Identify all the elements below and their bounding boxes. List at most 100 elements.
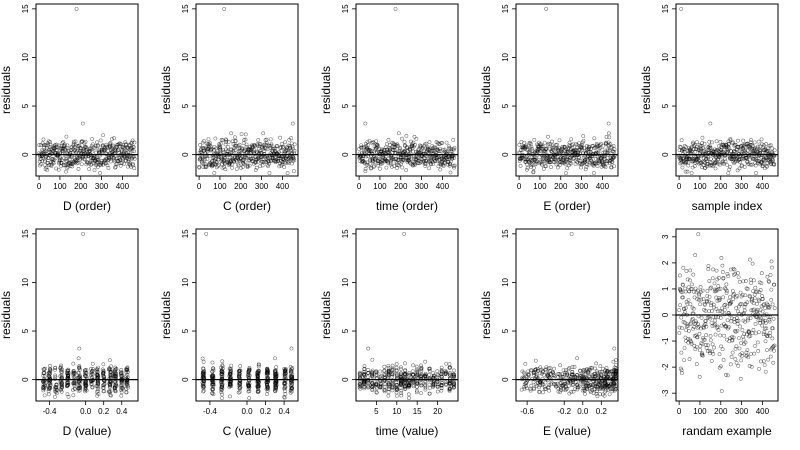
data-point <box>423 374 427 378</box>
data-point <box>517 142 522 147</box>
data-point <box>700 353 705 358</box>
data-point <box>386 156 390 161</box>
data-point <box>431 384 436 389</box>
data-point <box>399 161 403 166</box>
data-point <box>594 161 599 166</box>
data-point <box>531 370 536 375</box>
data-point <box>382 374 387 379</box>
data-point <box>692 289 696 294</box>
x-tick-label: 100 <box>693 182 707 191</box>
data-point <box>370 371 374 376</box>
data-point <box>236 163 241 168</box>
data-point <box>686 160 691 165</box>
data-point <box>407 371 412 375</box>
data-point <box>558 363 563 368</box>
data-point <box>226 144 230 149</box>
data-point <box>229 382 233 387</box>
data-point <box>677 325 682 330</box>
x-tick-label: 200 <box>554 182 568 191</box>
data-point <box>220 384 225 389</box>
data-point <box>694 145 699 150</box>
data-point <box>708 316 712 321</box>
data-point <box>378 369 383 374</box>
data-point <box>41 371 46 376</box>
data-point <box>697 331 702 336</box>
data-point <box>688 302 693 307</box>
data-point <box>228 367 232 372</box>
data-point <box>765 333 770 338</box>
data-point <box>566 163 571 168</box>
data-point <box>724 291 729 295</box>
y-tick-label: 15 <box>21 4 30 13</box>
data-point <box>255 372 260 377</box>
data-point <box>594 380 599 385</box>
data-point <box>267 153 272 158</box>
data-point <box>611 387 616 392</box>
data-point <box>264 143 269 147</box>
data-point <box>746 316 750 321</box>
data-point <box>60 385 65 390</box>
data-point <box>718 309 723 313</box>
data-point <box>210 375 215 380</box>
data-point <box>611 359 616 364</box>
data-point <box>748 316 753 320</box>
data-point <box>718 286 723 291</box>
data-point <box>772 162 777 167</box>
data-point <box>679 289 683 294</box>
data-point <box>254 165 259 170</box>
data-point <box>58 380 63 384</box>
data-point <box>708 145 713 150</box>
data-point <box>684 338 688 343</box>
data-point <box>529 144 534 149</box>
data-point <box>678 145 683 149</box>
data-point <box>751 278 756 283</box>
data-point <box>288 370 293 375</box>
data-point <box>751 327 756 332</box>
data-point <box>237 382 242 387</box>
data-point <box>750 261 755 266</box>
data-point <box>427 386 432 390</box>
data-point <box>439 382 444 387</box>
data-point <box>113 384 117 388</box>
data-point <box>130 140 134 145</box>
data-point <box>604 142 608 146</box>
data-point <box>451 147 456 152</box>
data-point <box>761 163 765 168</box>
x-tick-label: 0.4 <box>116 407 128 416</box>
data-point <box>716 287 721 292</box>
data-point <box>132 140 137 145</box>
data-point <box>735 271 740 275</box>
data-point <box>701 297 706 301</box>
data-point <box>226 139 231 144</box>
data-point <box>682 346 687 350</box>
data-point <box>255 387 260 391</box>
data-point <box>710 342 715 347</box>
x-tick-label: 0.2 <box>98 407 110 416</box>
y-tick-label: 10 <box>181 52 190 61</box>
data-point <box>201 359 206 364</box>
data-point <box>735 321 740 326</box>
data-point <box>219 390 224 395</box>
data-point <box>116 142 121 147</box>
data-point <box>749 138 754 142</box>
data-point <box>256 386 261 390</box>
data-point <box>555 165 560 170</box>
x-tick-label: -0.4 <box>43 407 57 416</box>
data-point <box>714 306 719 311</box>
data-point <box>612 380 616 385</box>
plot-frame <box>35 228 139 402</box>
data-point <box>749 352 753 356</box>
data-point <box>113 368 118 373</box>
data-point <box>537 389 541 394</box>
data-point <box>711 302 716 307</box>
data-point <box>705 293 710 298</box>
data-point <box>433 159 438 163</box>
data-point <box>228 155 233 160</box>
data-point <box>772 348 776 353</box>
data-point <box>109 380 113 385</box>
data-point <box>723 157 727 161</box>
data-point <box>768 143 773 148</box>
data-point <box>423 384 428 388</box>
data-point <box>702 147 707 152</box>
